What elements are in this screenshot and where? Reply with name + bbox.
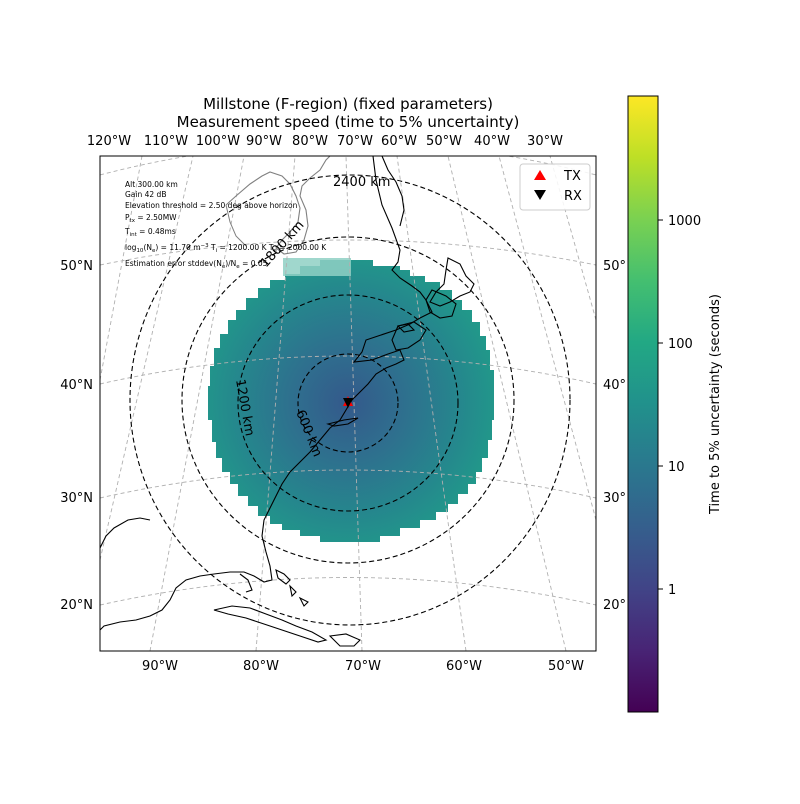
param-ptx: Ptx = 2.50MW xyxy=(125,213,177,224)
coastline-bahamas xyxy=(275,568,309,607)
lat-line-60 xyxy=(100,156,596,176)
bottom-lon-label: 90°W xyxy=(142,659,178,674)
coastline-east-us xyxy=(100,156,433,631)
lat-line-20 xyxy=(100,577,596,606)
param-density-temps: log10(Ne) = 11.70 m−3 Ti = 1200.00 K Te … xyxy=(125,243,327,254)
colorbar-tick-label: 1 xyxy=(668,583,676,598)
bottom-lon-label: 60°W xyxy=(446,659,482,674)
right-lat-label: 40° xyxy=(603,378,626,393)
colorbar-tick-label: 10 xyxy=(668,460,685,475)
range-ring-1200 xyxy=(237,294,459,512)
coastline-hispaniola xyxy=(328,633,361,647)
right-lat-labels: 50° 40° 30° 20° xyxy=(603,259,626,613)
chart-title-line2: Measurement speed (time to 5% uncertaint… xyxy=(177,113,520,131)
left-lat-label: 20°N xyxy=(60,598,93,613)
lon-line-110 xyxy=(100,156,143,381)
coastline-florida-keys xyxy=(239,573,253,593)
coastline-newfoundland xyxy=(425,289,457,319)
colorbar-label: Time to 5% uncertainty (seconds) xyxy=(708,294,723,515)
range-ring-1800 xyxy=(181,236,515,564)
map-area: 600 km 1200 km 1800 km 2400 km Alt 300.0… xyxy=(100,156,596,651)
top-lon-label: 40°W xyxy=(474,134,510,149)
parameter-annotation: Alt 300.00 km Gain 42 dB Elevation thres… xyxy=(124,180,327,270)
left-lat-label: 30°N xyxy=(60,491,93,506)
top-lon-label: 110°W xyxy=(144,134,188,149)
colorbar-tick-label: 100 xyxy=(668,337,693,352)
coastline-interior xyxy=(225,204,247,247)
left-lat-labels: 50°N 40°N 30°N 20°N xyxy=(60,259,93,613)
colorbar: 1 10 100 1000 Time to 5% uncertainty (se… xyxy=(627,95,723,713)
coastline-nova-scotia xyxy=(391,321,427,351)
lon-line-60 xyxy=(396,156,467,651)
lon-line-70 xyxy=(345,156,363,651)
legend-tx-label: TX xyxy=(563,169,581,184)
coastline-gulf-west xyxy=(100,517,151,549)
top-lon-labels: 120°W 110°W 100°W 90°W 80°W 70°W 60°W 50… xyxy=(87,134,563,149)
legend-tx-icon xyxy=(534,170,546,180)
bottom-lon-label: 50°W xyxy=(548,659,584,674)
bottom-lon-labels: 90°W 80°W 70°W 60°W 50°W xyxy=(142,659,584,674)
coastline-pei xyxy=(396,323,416,333)
range-ring-2400 xyxy=(129,174,571,626)
colorbar-gradient xyxy=(627,95,659,713)
top-lon-label: 90°W xyxy=(246,134,282,149)
param-tint: Tint = 0.48ms xyxy=(124,227,176,238)
legend: TX RX xyxy=(519,163,591,211)
left-lat-label: 40°N xyxy=(60,378,93,393)
param-alt: Alt 300.00 km xyxy=(125,180,178,189)
colorbar-tick-label: 1000 xyxy=(668,214,701,229)
top-lon-label: 100°W xyxy=(196,134,240,149)
top-lon-label: 120°W xyxy=(87,134,131,149)
map-frame xyxy=(99,155,597,652)
top-lon-label: 50°W xyxy=(426,134,462,149)
top-lon-label: 30°W xyxy=(527,134,563,149)
top-lon-label: 60°W xyxy=(381,134,417,149)
chart-title-line1: Millstone (F-region) (fixed parameters) xyxy=(203,95,493,113)
coastline-labrador xyxy=(429,257,475,307)
left-lat-label: 50°N xyxy=(60,259,93,274)
param-estimation-error: Estimation error stddev(Ne)/Ne = 0.05 xyxy=(125,259,268,270)
param-elevation: Elevation threshold = 2.50 deg above hor… xyxy=(125,201,298,210)
rx-marker xyxy=(343,398,353,408)
lat-line-30 xyxy=(100,469,596,499)
coastline-long-island xyxy=(326,417,359,427)
lat-line-50 xyxy=(100,239,596,266)
coastline-cuba xyxy=(213,605,328,643)
right-lat-label: 20° xyxy=(603,598,626,613)
range-label-2400: 2400 km xyxy=(333,175,390,190)
top-lon-label: 80°W xyxy=(292,134,328,149)
lake-hudson-bay-outline xyxy=(225,156,331,255)
graticule xyxy=(100,156,596,651)
bottom-lon-label: 70°W xyxy=(345,659,381,674)
coastlines xyxy=(100,156,475,647)
top-lon-label: 70°W xyxy=(337,134,373,149)
param-gain: Gain 42 dB xyxy=(125,190,166,199)
range-ring-600 xyxy=(297,353,399,453)
lon-line-50 xyxy=(447,156,567,651)
lon-line-100 xyxy=(100,156,194,561)
lon-line-80 xyxy=(255,156,296,651)
range-rings xyxy=(129,174,571,626)
lat-line-40 xyxy=(100,355,596,385)
coastline-hudson-east xyxy=(381,156,405,227)
legend-rx-label: RX xyxy=(564,189,582,204)
right-lat-label: 30° xyxy=(603,491,626,506)
bottom-lon-label: 80°W xyxy=(243,659,279,674)
legend-rx-icon xyxy=(534,190,546,200)
right-lat-label: 50° xyxy=(603,259,626,274)
